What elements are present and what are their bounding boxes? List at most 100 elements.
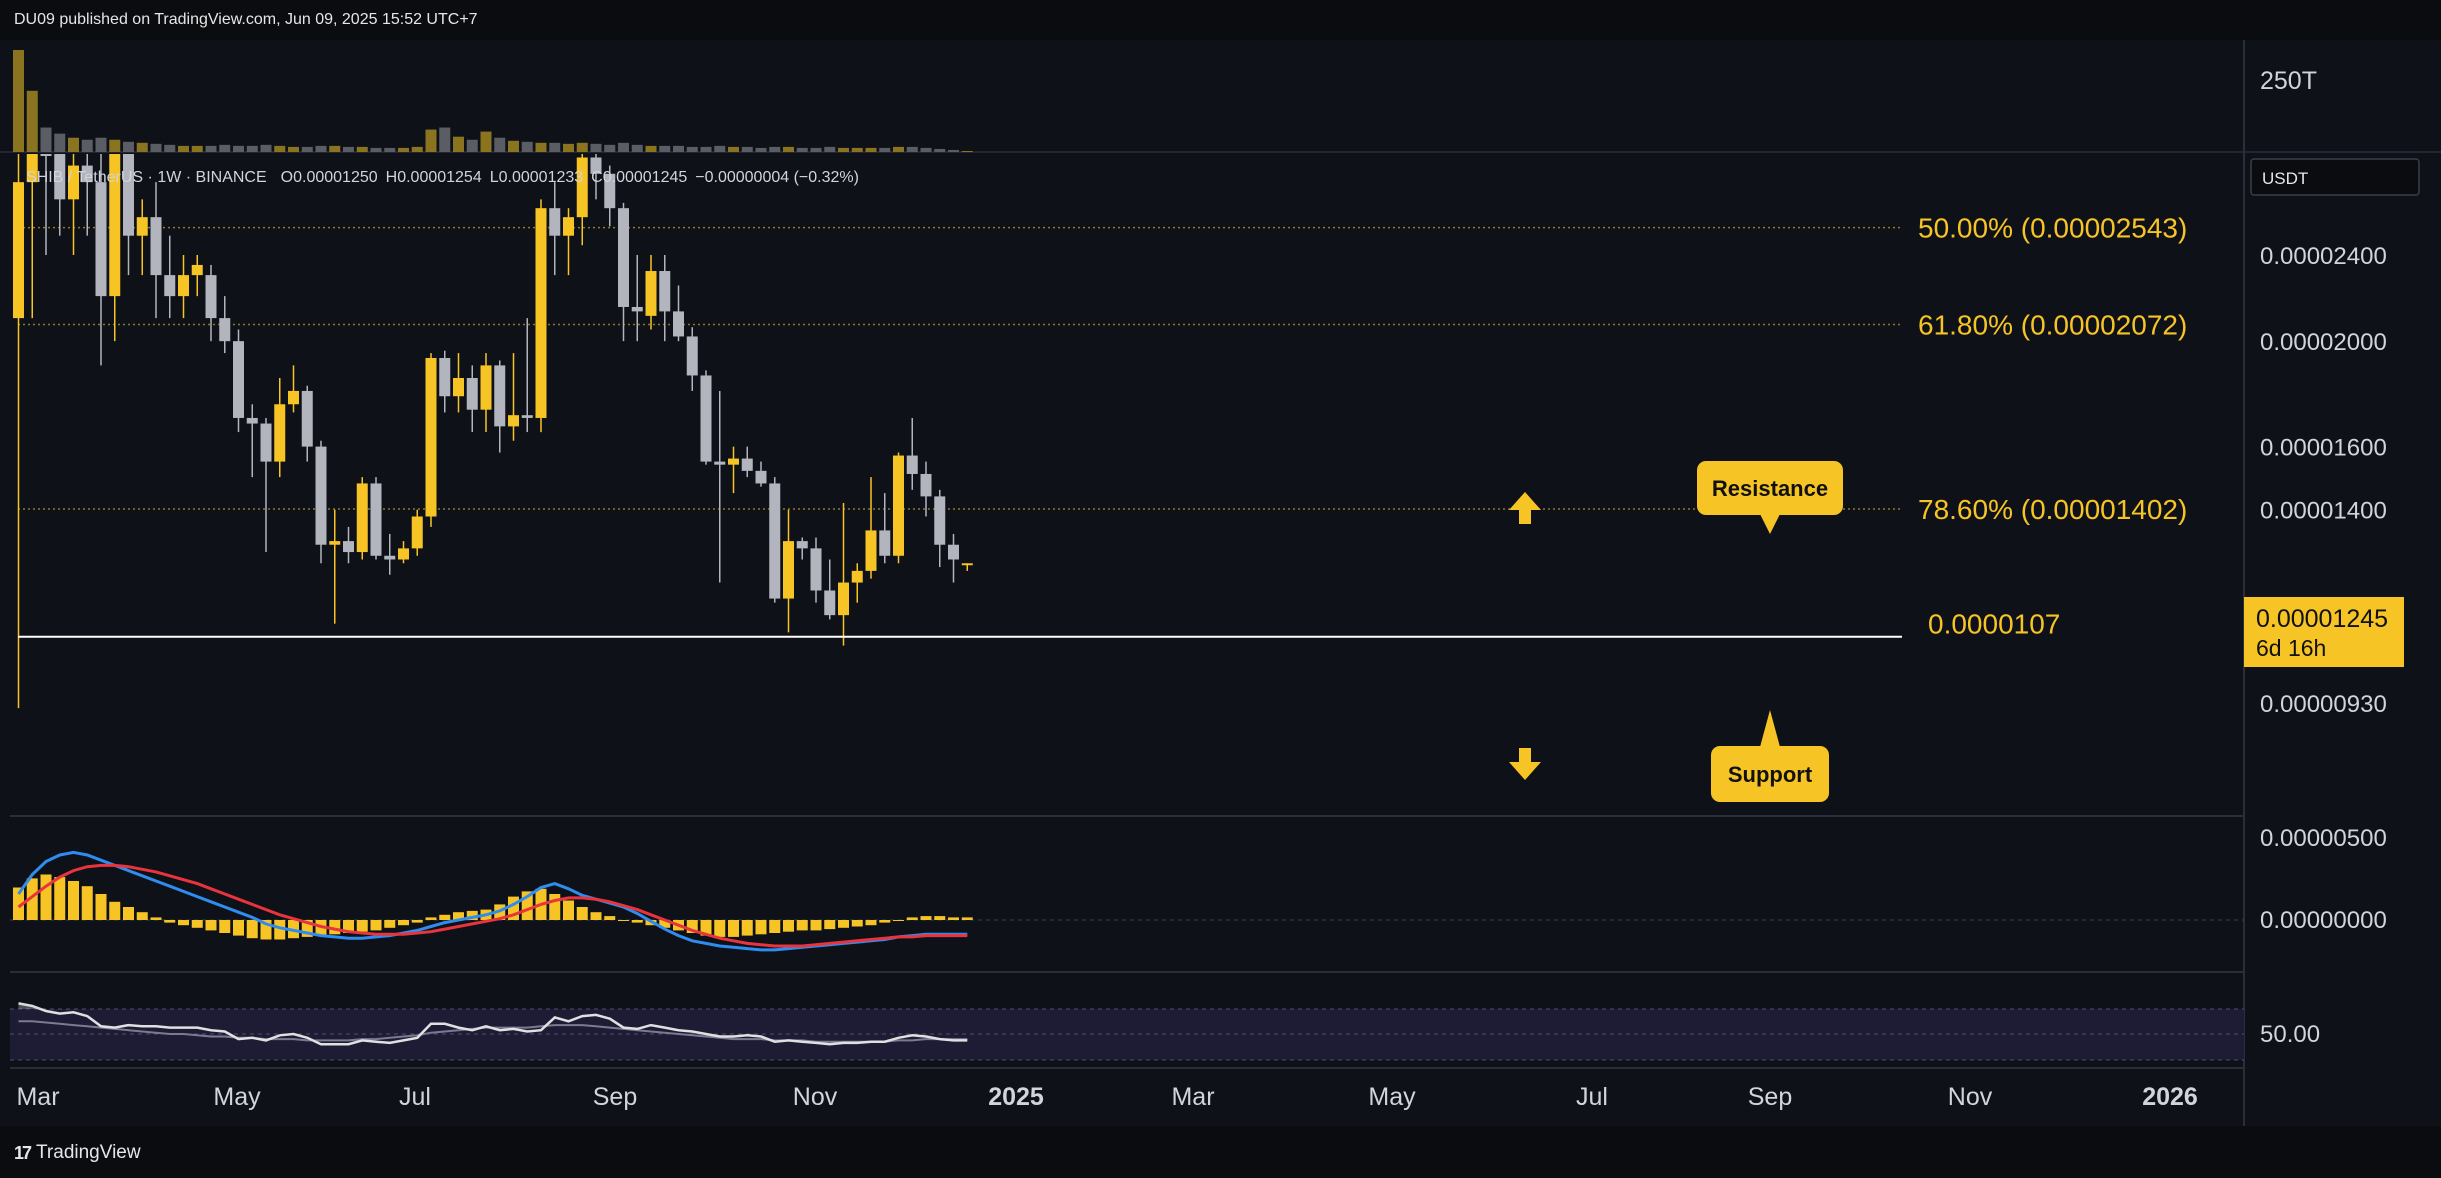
candle-body (741, 458, 753, 471)
candle (274, 377, 286, 478)
candle (494, 360, 506, 453)
macd-histogram-bar (425, 917, 437, 920)
volume-bar (81, 139, 93, 152)
volume-bar (563, 143, 574, 152)
candle-body (920, 473, 932, 497)
volume-bar (329, 145, 341, 152)
candle (54, 154, 66, 236)
macd-histogram-bar (920, 916, 932, 920)
volume-bar (453, 136, 464, 152)
rsi-overbought-fill (18, 1003, 88, 1009)
candle (508, 353, 519, 441)
candle (40, 154, 52, 255)
volume-bar (851, 147, 863, 152)
volume-bar (893, 146, 904, 152)
fibonacci-levels: 50.00% (0.00002543) 61.80% (0.00002072) 78… (18, 213, 2187, 525)
currency-label: USDT (2262, 169, 2308, 188)
volume-bar (301, 146, 313, 152)
candle (851, 563, 863, 603)
macd-histogram-bar (191, 920, 203, 928)
currency-badge[interactable]: USDT (2250, 158, 2420, 196)
bottom-bar (0, 1126, 2441, 1178)
candle (755, 461, 767, 487)
candle-body (191, 264, 203, 276)
candle (95, 154, 107, 366)
candle (260, 417, 272, 553)
candle-body (563, 217, 574, 236)
candle (948, 533, 959, 583)
volume-bar (150, 143, 162, 152)
time-tick-label: Nov (793, 1083, 838, 1111)
tradingview-logo[interactable]: 17 TradingView (14, 1142, 141, 1164)
candle (604, 165, 616, 227)
macd-histogram-bar (398, 920, 409, 926)
macd-histogram-bar (453, 912, 464, 920)
macd-histogram-bar (95, 894, 107, 920)
volume-bar (494, 137, 506, 152)
candle (439, 350, 451, 413)
candle (233, 329, 244, 433)
macd-histogram-bar (631, 920, 643, 923)
volume-bar (343, 146, 354, 152)
macd-histogram-bar (576, 907, 588, 920)
candle-body (755, 470, 767, 484)
volume-bar (618, 142, 629, 152)
candle-body (824, 590, 836, 616)
time-axis[interactable]: Mar May Jul Sep Nov 2025 Mar May Jul Sep Nov 2026 (16, 1083, 2197, 1111)
candle (81, 154, 93, 236)
candle-body (673, 311, 684, 337)
legend-low: L0.00001233 (490, 169, 584, 186)
candle-body (178, 275, 189, 297)
macd-histogram-bar (879, 920, 891, 923)
volume-bar (178, 145, 189, 152)
candle-body (480, 365, 492, 410)
volume-bar (274, 145, 286, 152)
candle (879, 493, 891, 564)
symbol-legend[interactable]: SHIB / TetherUS · 1W · BINANCE O0.0000125… (26, 169, 859, 186)
candle (466, 365, 478, 433)
legend-high: H0.00001254 (386, 169, 482, 186)
candle-body (425, 357, 437, 517)
candle-body (40, 154, 52, 156)
volume-axis-label: 250T (2260, 67, 2317, 95)
macd-histogram-bar (796, 920, 808, 931)
macd-histogram-bar (150, 917, 162, 920)
candle (288, 365, 299, 413)
volume-bar (288, 146, 299, 152)
candle-body (370, 483, 382, 556)
macd-histogram-bar (40, 874, 52, 920)
tradingview-logo-icon: 17 (14, 1142, 32, 1163)
support-callout-pointer (1760, 710, 1780, 747)
candle (810, 537, 822, 603)
candle-body (398, 548, 409, 560)
candle-body (260, 423, 272, 462)
candle (315, 440, 327, 564)
volume-bar (838, 147, 849, 152)
candle (700, 370, 712, 465)
macd-histogram-bar (728, 920, 739, 937)
price-tick-label: 0.00000930 (2260, 691, 2387, 718)
candle-body (810, 548, 822, 591)
time-tick-label: Sep (593, 1083, 637, 1111)
candle (645, 255, 657, 330)
macd-histogram-bar (741, 920, 753, 936)
price-chart[interactable]: 50.00% (0.00002543) 61.80% (0.00002072) 78… (0, 0, 2441, 1126)
candle-body (219, 318, 231, 342)
volume-bar (356, 146, 368, 152)
macd-histogram-bar (590, 912, 602, 920)
rsi-line (18, 1002, 968, 1046)
candle (576, 154, 588, 246)
candle (136, 199, 148, 276)
candle-body (288, 390, 299, 405)
top-bar: DU09 published on TradingView.com, Jun 0… (0, 0, 2441, 40)
candle (783, 509, 794, 633)
macd-axis-top: 0.00000500 (2260, 825, 2387, 852)
candle (618, 202, 629, 342)
candle (480, 353, 492, 433)
volume-bar (604, 144, 616, 152)
macd-histogram-bar (370, 920, 382, 931)
support-label: Support (1728, 762, 1813, 787)
publisher-caption: DU09 published on TradingView.com, Jun 0… (14, 11, 478, 28)
candle-body (783, 541, 794, 599)
resistance-callout-pointer (1760, 514, 1780, 534)
